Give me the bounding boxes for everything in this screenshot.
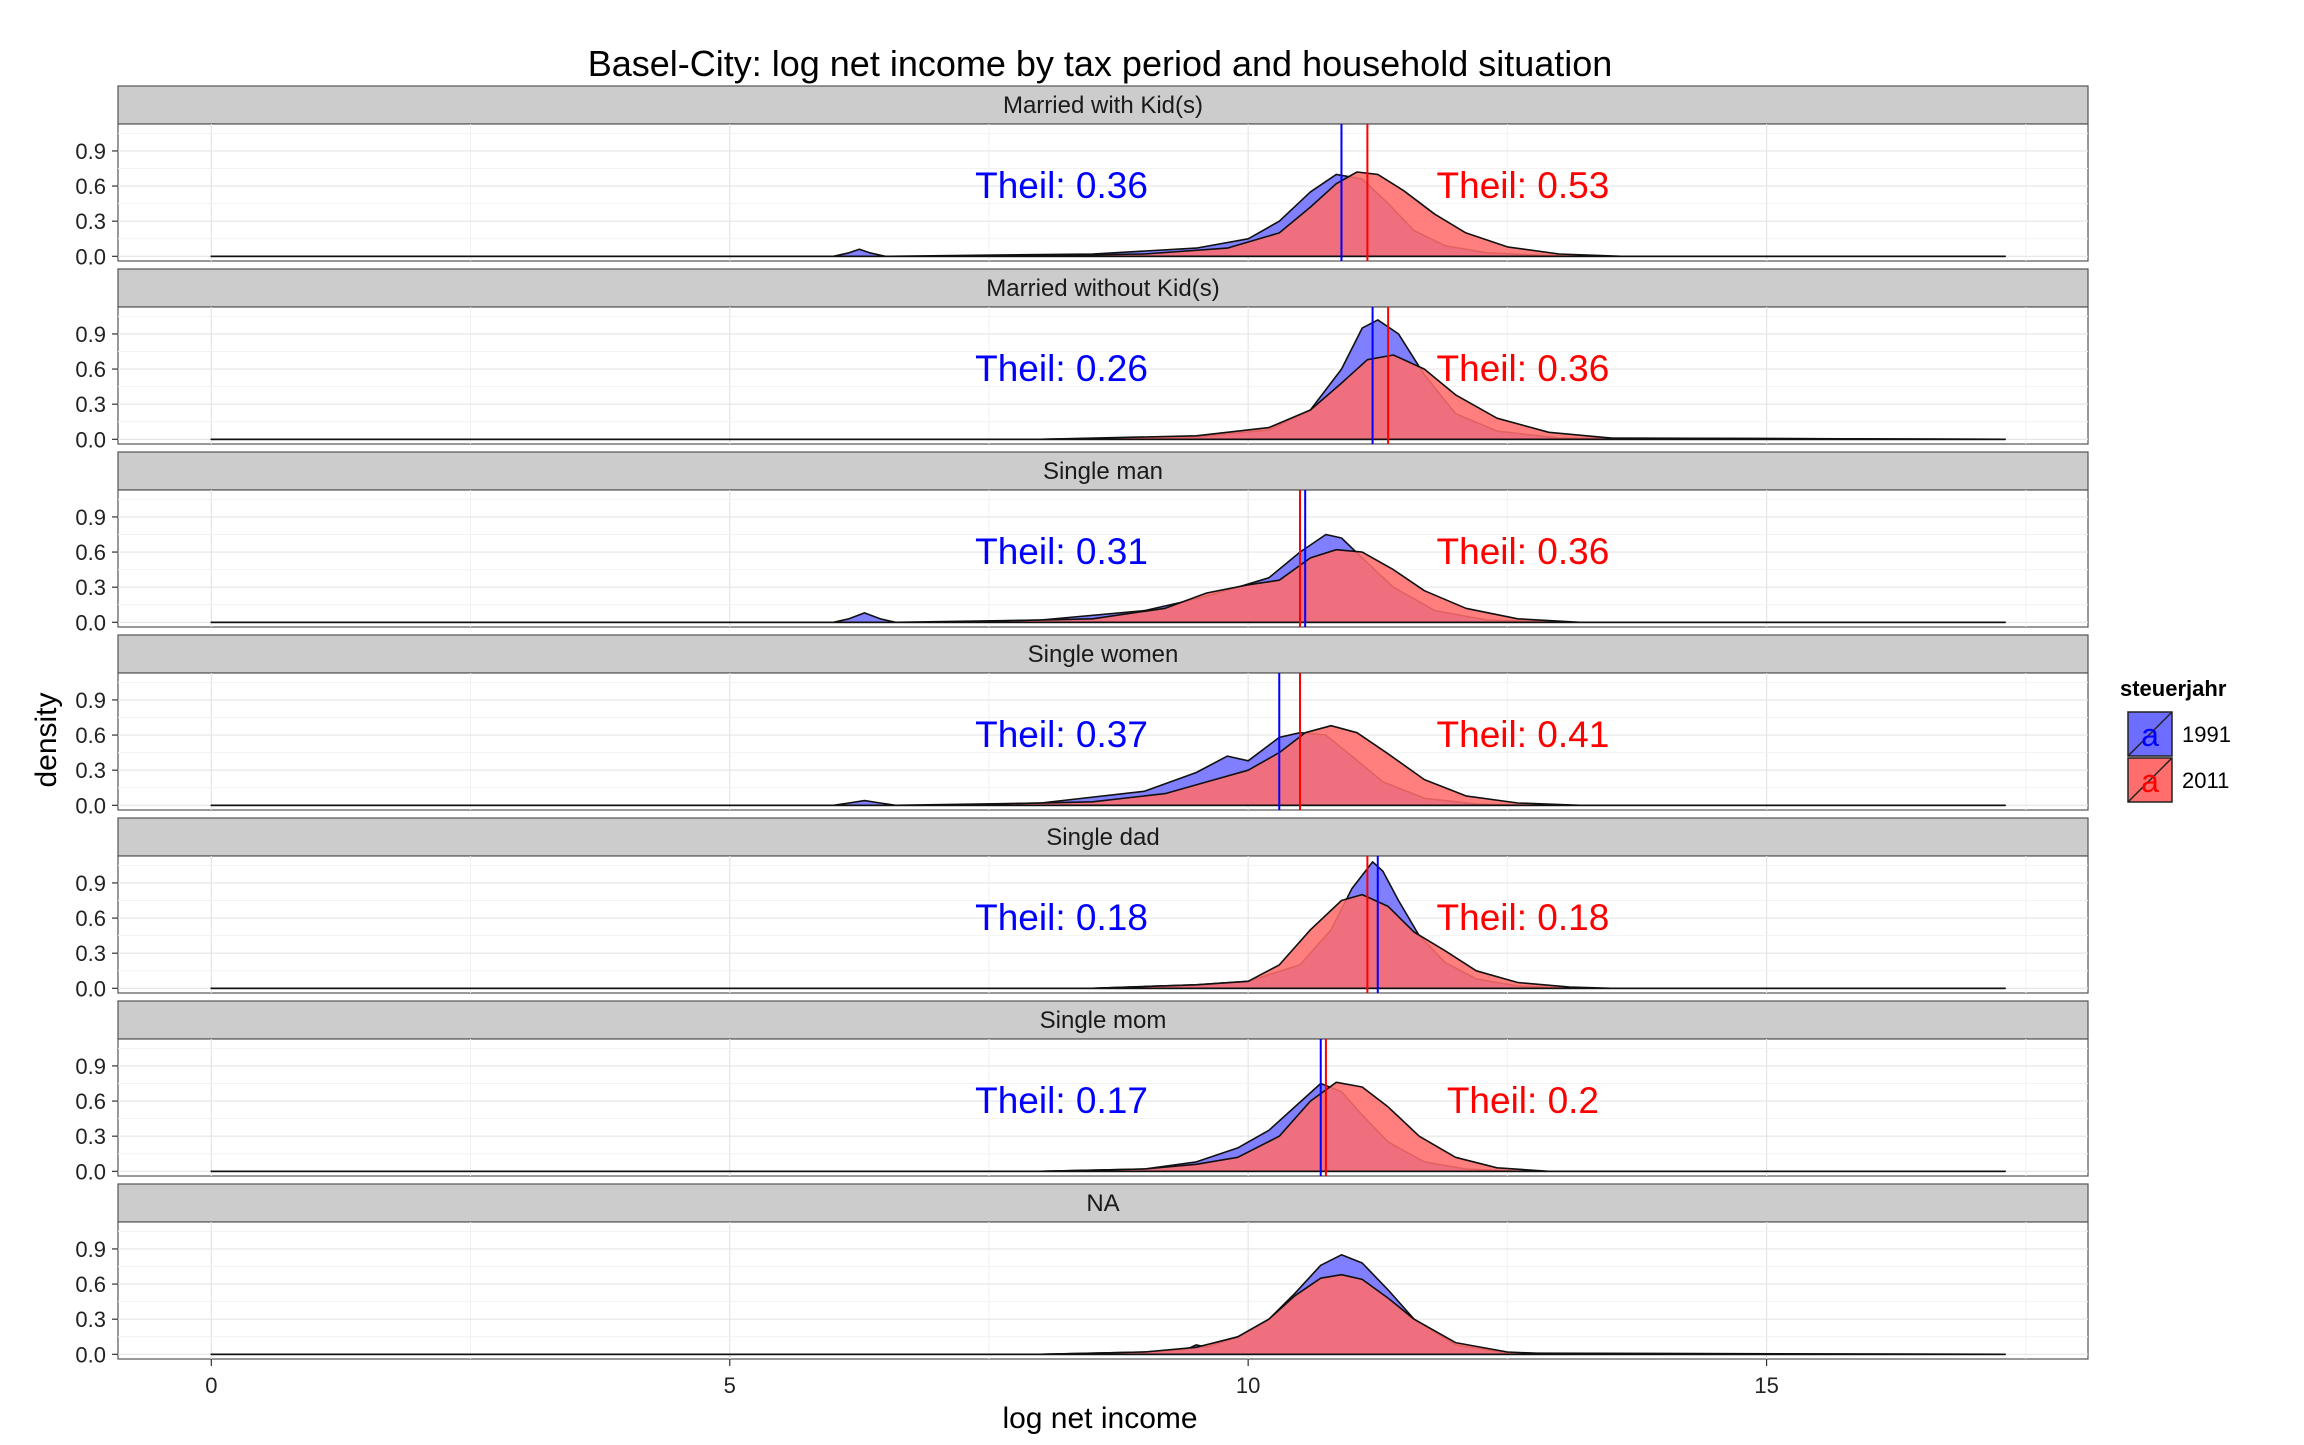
plot-background bbox=[117, 1038, 2089, 1177]
facet-strip bbox=[117, 1183, 2089, 1223]
y-axis-title: density bbox=[30, 692, 63, 787]
plot-background bbox=[117, 855, 2089, 994]
x-tick-label: 5 bbox=[724, 1373, 736, 1398]
plot-background bbox=[117, 489, 2089, 628]
y-tick-label: 0.3 bbox=[75, 1307, 106, 1332]
facet-strip-label: Single dad bbox=[1046, 824, 1159, 851]
y-tick-label: 0.3 bbox=[75, 575, 106, 600]
plot-background bbox=[117, 672, 2089, 811]
y-tick-label: 0.0 bbox=[75, 427, 106, 452]
y-tick-label: 0.0 bbox=[75, 244, 106, 269]
y-tick-label: 0.0 bbox=[75, 793, 106, 818]
y-tick-label: 0.9 bbox=[75, 505, 106, 530]
x-axis: 0 5 10 15 bbox=[205, 1359, 1779, 1398]
facet-strip-label: Married with Kid(s) bbox=[1003, 92, 1203, 119]
facet-panel: Single mom 0.0 0.3 0.6 0.9 Theil: 0.17 Theil: … bbox=[75, 1000, 2089, 1184]
x-tick-label: 0 bbox=[205, 1373, 217, 1398]
y-tick-label: 0.0 bbox=[75, 1159, 106, 1184]
y-tick-label: 0.0 bbox=[75, 610, 106, 635]
y-tick-label: 0.3 bbox=[75, 1124, 106, 1149]
facet-panel: Single man 0.0 0.3 0.6 0.9 Theil: 0.31 Theil: … bbox=[75, 451, 2089, 635]
facet-strip-label: Single man bbox=[1043, 458, 1163, 485]
theil-label-1991: Theil: 0.26 bbox=[975, 348, 1148, 389]
plot-background bbox=[117, 123, 2089, 262]
theil-label-1991: Theil: 0.18 bbox=[975, 897, 1148, 938]
y-tick-label: 0.9 bbox=[75, 1054, 106, 1079]
theil-label-1991: Theil: 0.31 bbox=[975, 531, 1148, 572]
y-tick-label: 0.9 bbox=[75, 1237, 106, 1262]
theil-label-1991: Theil: 0.36 bbox=[975, 165, 1148, 206]
y-tick-label: 0.9 bbox=[75, 688, 106, 713]
y-tick-label: 0.3 bbox=[75, 209, 106, 234]
y-tick-label: 0.6 bbox=[75, 906, 106, 931]
facet-panel: Single dad 0.0 0.3 0.6 0.9 Theil: 0.18 Theil: … bbox=[75, 817, 2089, 1001]
facet-strip bbox=[117, 817, 2089, 857]
facet-strip-label: Single mom bbox=[1040, 1007, 1167, 1034]
y-tick-label: 0.6 bbox=[75, 540, 106, 565]
facet-strip bbox=[117, 634, 2089, 674]
facet-strip-label: NA bbox=[1086, 1190, 1119, 1217]
y-tick-label: 0.6 bbox=[75, 723, 106, 748]
legend-key-line bbox=[2127, 711, 2173, 757]
legend-label: 1991 bbox=[2182, 722, 2231, 747]
plot-background bbox=[117, 306, 2089, 445]
density-area-2011 bbox=[210, 171, 2006, 258]
y-tick-label: 0.3 bbox=[75, 941, 106, 966]
theil-label-1991: Theil: 0.37 bbox=[975, 714, 1148, 755]
theil-label-2011: Theil: 0.18 bbox=[1437, 897, 1610, 938]
theil-label-1991: Theil: 0.17 bbox=[975, 1080, 1148, 1121]
legend: steuerjahr a 1991 a 2011 bbox=[2120, 676, 2231, 803]
facet-panel: Married with Kid(s) 0.0 0.3 0.6 0.9 Theil: 0.… bbox=[75, 85, 2089, 269]
chart-title: Basel-City: log net income by tax period… bbox=[588, 43, 1613, 84]
facet-panel: NA 0.0 0.3 0.6 0.9 bbox=[75, 1183, 2089, 1367]
density-area-2011 bbox=[210, 1273, 2006, 1356]
facet-strip bbox=[117, 1000, 2089, 1040]
density-area-2011 bbox=[210, 724, 2006, 807]
x-axis-title: log net income bbox=[1002, 1402, 1197, 1435]
density-area-2011 bbox=[210, 548, 2006, 624]
y-tick-label: 0.9 bbox=[75, 322, 106, 347]
y-tick-label: 0.9 bbox=[75, 871, 106, 896]
y-tick-label: 0.0 bbox=[75, 1342, 106, 1367]
facet-strip-label: Single women bbox=[1028, 641, 1179, 668]
theil-label-2011: Theil: 0.2 bbox=[1447, 1080, 1599, 1121]
legend-key-glyph: a bbox=[2141, 717, 2159, 753]
facet-strip-label: Married without Kid(s) bbox=[986, 275, 1219, 302]
y-tick-label: 0.6 bbox=[75, 1272, 106, 1297]
facet-strip bbox=[117, 268, 2089, 308]
y-tick-label: 0.6 bbox=[75, 357, 106, 382]
y-tick-label: 0.6 bbox=[75, 174, 106, 199]
theil-label-2011: Theil: 0.36 bbox=[1437, 531, 1610, 572]
y-tick-label: 0.9 bbox=[75, 139, 106, 164]
theil-label-2011: Theil: 0.53 bbox=[1437, 165, 1610, 206]
density-area-2011 bbox=[210, 354, 2006, 441]
density-area-2011 bbox=[210, 1081, 2006, 1173]
y-tick-label: 0.3 bbox=[75, 392, 106, 417]
facet-panels: Married with Kid(s) 0.0 0.3 0.6 0.9 Theil: 0.… bbox=[75, 85, 2089, 1367]
legend-key-glyph: a bbox=[2141, 763, 2159, 799]
plot-background bbox=[117, 1221, 2089, 1360]
x-tick-label: 15 bbox=[1754, 1373, 1778, 1398]
x-tick-label: 10 bbox=[1236, 1373, 1260, 1398]
legend-title: steuerjahr bbox=[2120, 676, 2227, 701]
theil-label-2011: Theil: 0.36 bbox=[1437, 348, 1610, 389]
y-tick-label: 0.6 bbox=[75, 1089, 106, 1114]
y-tick-label: 0.0 bbox=[75, 976, 106, 1001]
legend-label: 2011 bbox=[2182, 768, 2229, 793]
facet-strip bbox=[117, 85, 2089, 125]
facet-panel: Single women 0.0 0.3 0.6 0.9 Theil: 0.37 Theil… bbox=[75, 634, 2089, 818]
theil-label-2011: Theil: 0.41 bbox=[1437, 714, 1610, 755]
y-tick-label: 0.3 bbox=[75, 758, 106, 783]
facet-panel: Married without Kid(s) 0.0 0.3 0.6 0.9 Theil:… bbox=[75, 268, 2089, 452]
density-area-2011 bbox=[210, 893, 2006, 990]
facet-strip bbox=[117, 451, 2089, 491]
legend-key-line bbox=[2127, 757, 2173, 803]
